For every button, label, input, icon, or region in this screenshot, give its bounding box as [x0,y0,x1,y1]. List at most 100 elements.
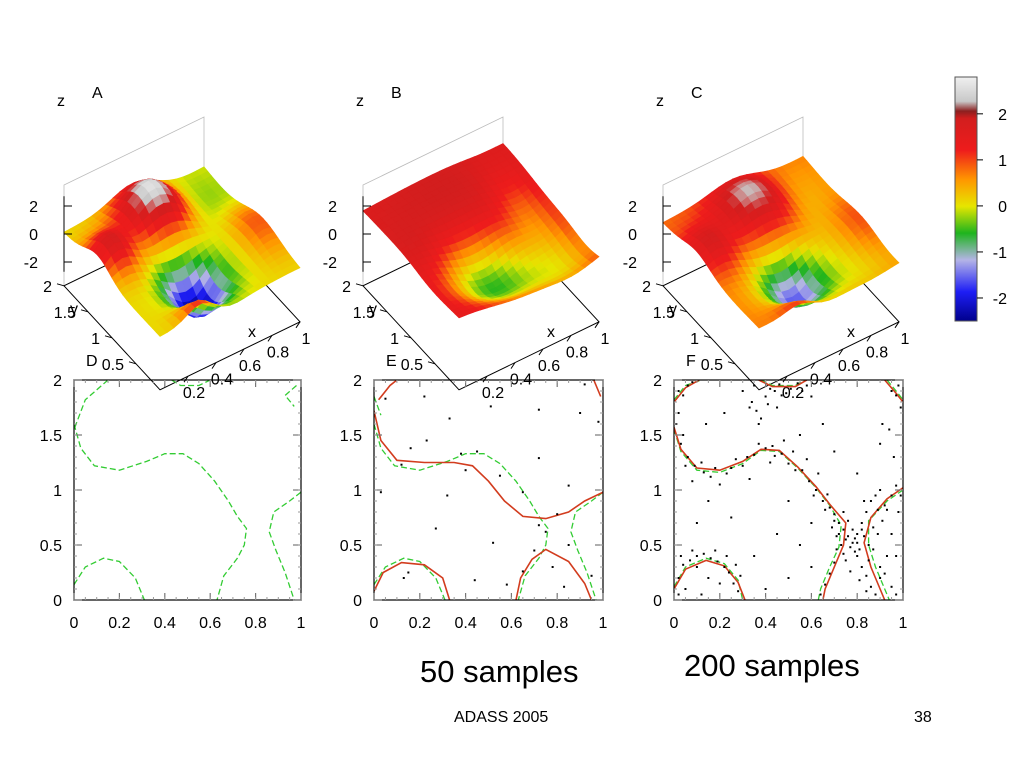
sample-point [764,447,767,450]
sample-point [881,519,884,522]
sample-point [879,566,882,568]
x-axis-tick [866,335,872,342]
sample-point [869,585,872,588]
sample-point [732,582,735,585]
slide-footer-label: ADASS 2005 [454,709,549,726]
x-axis-tick [183,375,189,383]
sample-point [718,483,721,486]
colorbar-tick-label: 2 [998,107,1007,124]
z-tick-label: 0 [29,227,38,244]
caption-200-samples: 200 samples [684,648,860,683]
sample-point [492,541,495,544]
sample-point [773,390,776,392]
sample-point [757,442,760,445]
slide-page-number: 38 [914,709,932,726]
sample-point [400,463,403,466]
contour-panel-e: 0 0.2 0.4 0.6 0.8 1 0 0.5 1 1.5 2 E [340,353,608,632]
y-tick-label: 0.5 [401,357,423,374]
y-tick-label: 1 [690,331,699,348]
colorbar-tick-label: -2 [993,291,1007,308]
x-axis-label: x [847,324,855,341]
sample-point [702,552,705,555]
sample-point [817,472,820,475]
true-contour-line [570,491,603,600]
y-tick-label: 1 [390,331,399,348]
estimated-contour-line [674,427,847,600]
sample-point [837,522,840,524]
true-contour-line [374,423,549,600]
sample-point [677,577,680,579]
sample-point [446,494,449,497]
sample-point [684,464,687,467]
sample-point [702,471,705,474]
sample-point [872,548,875,551]
sample-point [810,566,813,568]
sample-point [865,590,868,593]
y-tick-label: 2 [653,373,662,390]
panel-label-f: F [686,353,696,370]
x-tick-label: 0.2 [183,385,205,402]
sample-point [677,412,680,414]
sample-point [537,524,540,527]
sample-point [590,574,593,577]
sample-point [833,513,836,516]
sample-point [890,533,893,535]
x-tick-label: 0 [670,615,679,632]
sample-point [700,593,703,596]
y-axis-label: y [369,301,377,318]
x-tick-label: 0.4 [454,615,476,632]
sample-point [835,548,838,551]
panel-label-a: A [92,85,103,102]
sample-point [741,464,744,467]
sample-point [695,522,698,524]
sample-point [737,590,740,593]
panel-label-b: B [391,85,402,102]
sample-point [851,541,854,544]
z-axis-label: z [356,93,364,110]
true-contour-line [374,396,382,416]
sample-point [707,500,710,502]
true-contour-line [374,557,446,600]
y-tick-label: 2 [642,279,651,296]
sample-point [505,583,508,586]
estimated-contour-line [863,487,903,600]
sample-point [686,384,689,387]
sample-point [583,383,586,386]
true-contour-line [74,423,248,600]
sample-point [734,563,737,566]
sample-point [828,572,831,575]
x-axis-label: x [547,324,555,341]
y-axis-tick [703,335,712,339]
sample-point [489,405,492,408]
true-contour-line [74,557,146,600]
sample-point [764,588,767,590]
sample-point [885,508,888,511]
z-tick-label: 2 [328,199,337,216]
x-axis-tick [211,362,217,369]
caption-50-samples: 50 samples [420,654,579,689]
sample-point [863,535,866,538]
sample-point [819,593,822,596]
y-tick-label: 0 [653,593,662,610]
y-tick-label: 0.5 [640,538,662,555]
x-tick-label: 0.2 [409,615,431,632]
sample-point [705,423,708,425]
x-axis-tick [894,321,900,329]
panel-label-d: D [86,353,98,370]
sample-point [792,450,795,453]
estimated-contour-line [374,410,603,520]
sample-point [760,417,763,420]
x-axis-tick [239,348,245,356]
sample-point [787,462,790,465]
sample-point [725,555,728,557]
estimated-contour-line [374,561,451,600]
y-tick-label: 1.5 [653,305,675,322]
x-tick-label: 1 [599,615,608,632]
x-tick-label: 1 [901,331,910,348]
sample-point [890,390,893,392]
sample-point [556,513,559,516]
y-axis-tick [128,361,137,365]
sample-point [686,456,689,458]
sample-point [897,511,900,513]
